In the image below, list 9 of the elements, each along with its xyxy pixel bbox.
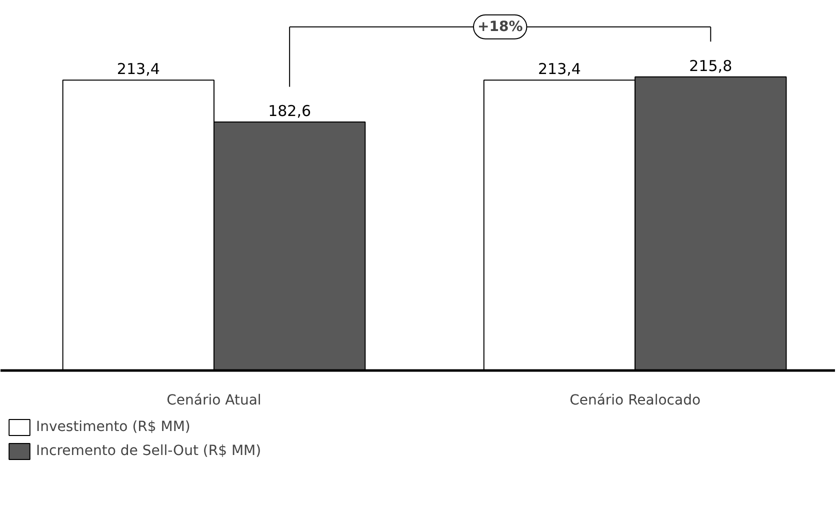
data-label: 213,4 xyxy=(116,60,160,78)
data-label: 215,8 xyxy=(689,56,732,75)
text: +18% xyxy=(477,18,523,35)
data-label: 213,4 xyxy=(538,60,581,78)
legend-label: Investimento (R$ MM) xyxy=(36,419,190,435)
legend-label: Incremento de Sell-Out (R$ MM) xyxy=(36,443,262,459)
x-tick-label: Cenário Realocado xyxy=(570,392,701,408)
data-label: 182,6 xyxy=(268,102,312,120)
x-tick-label: Cenário Atual xyxy=(166,392,262,408)
